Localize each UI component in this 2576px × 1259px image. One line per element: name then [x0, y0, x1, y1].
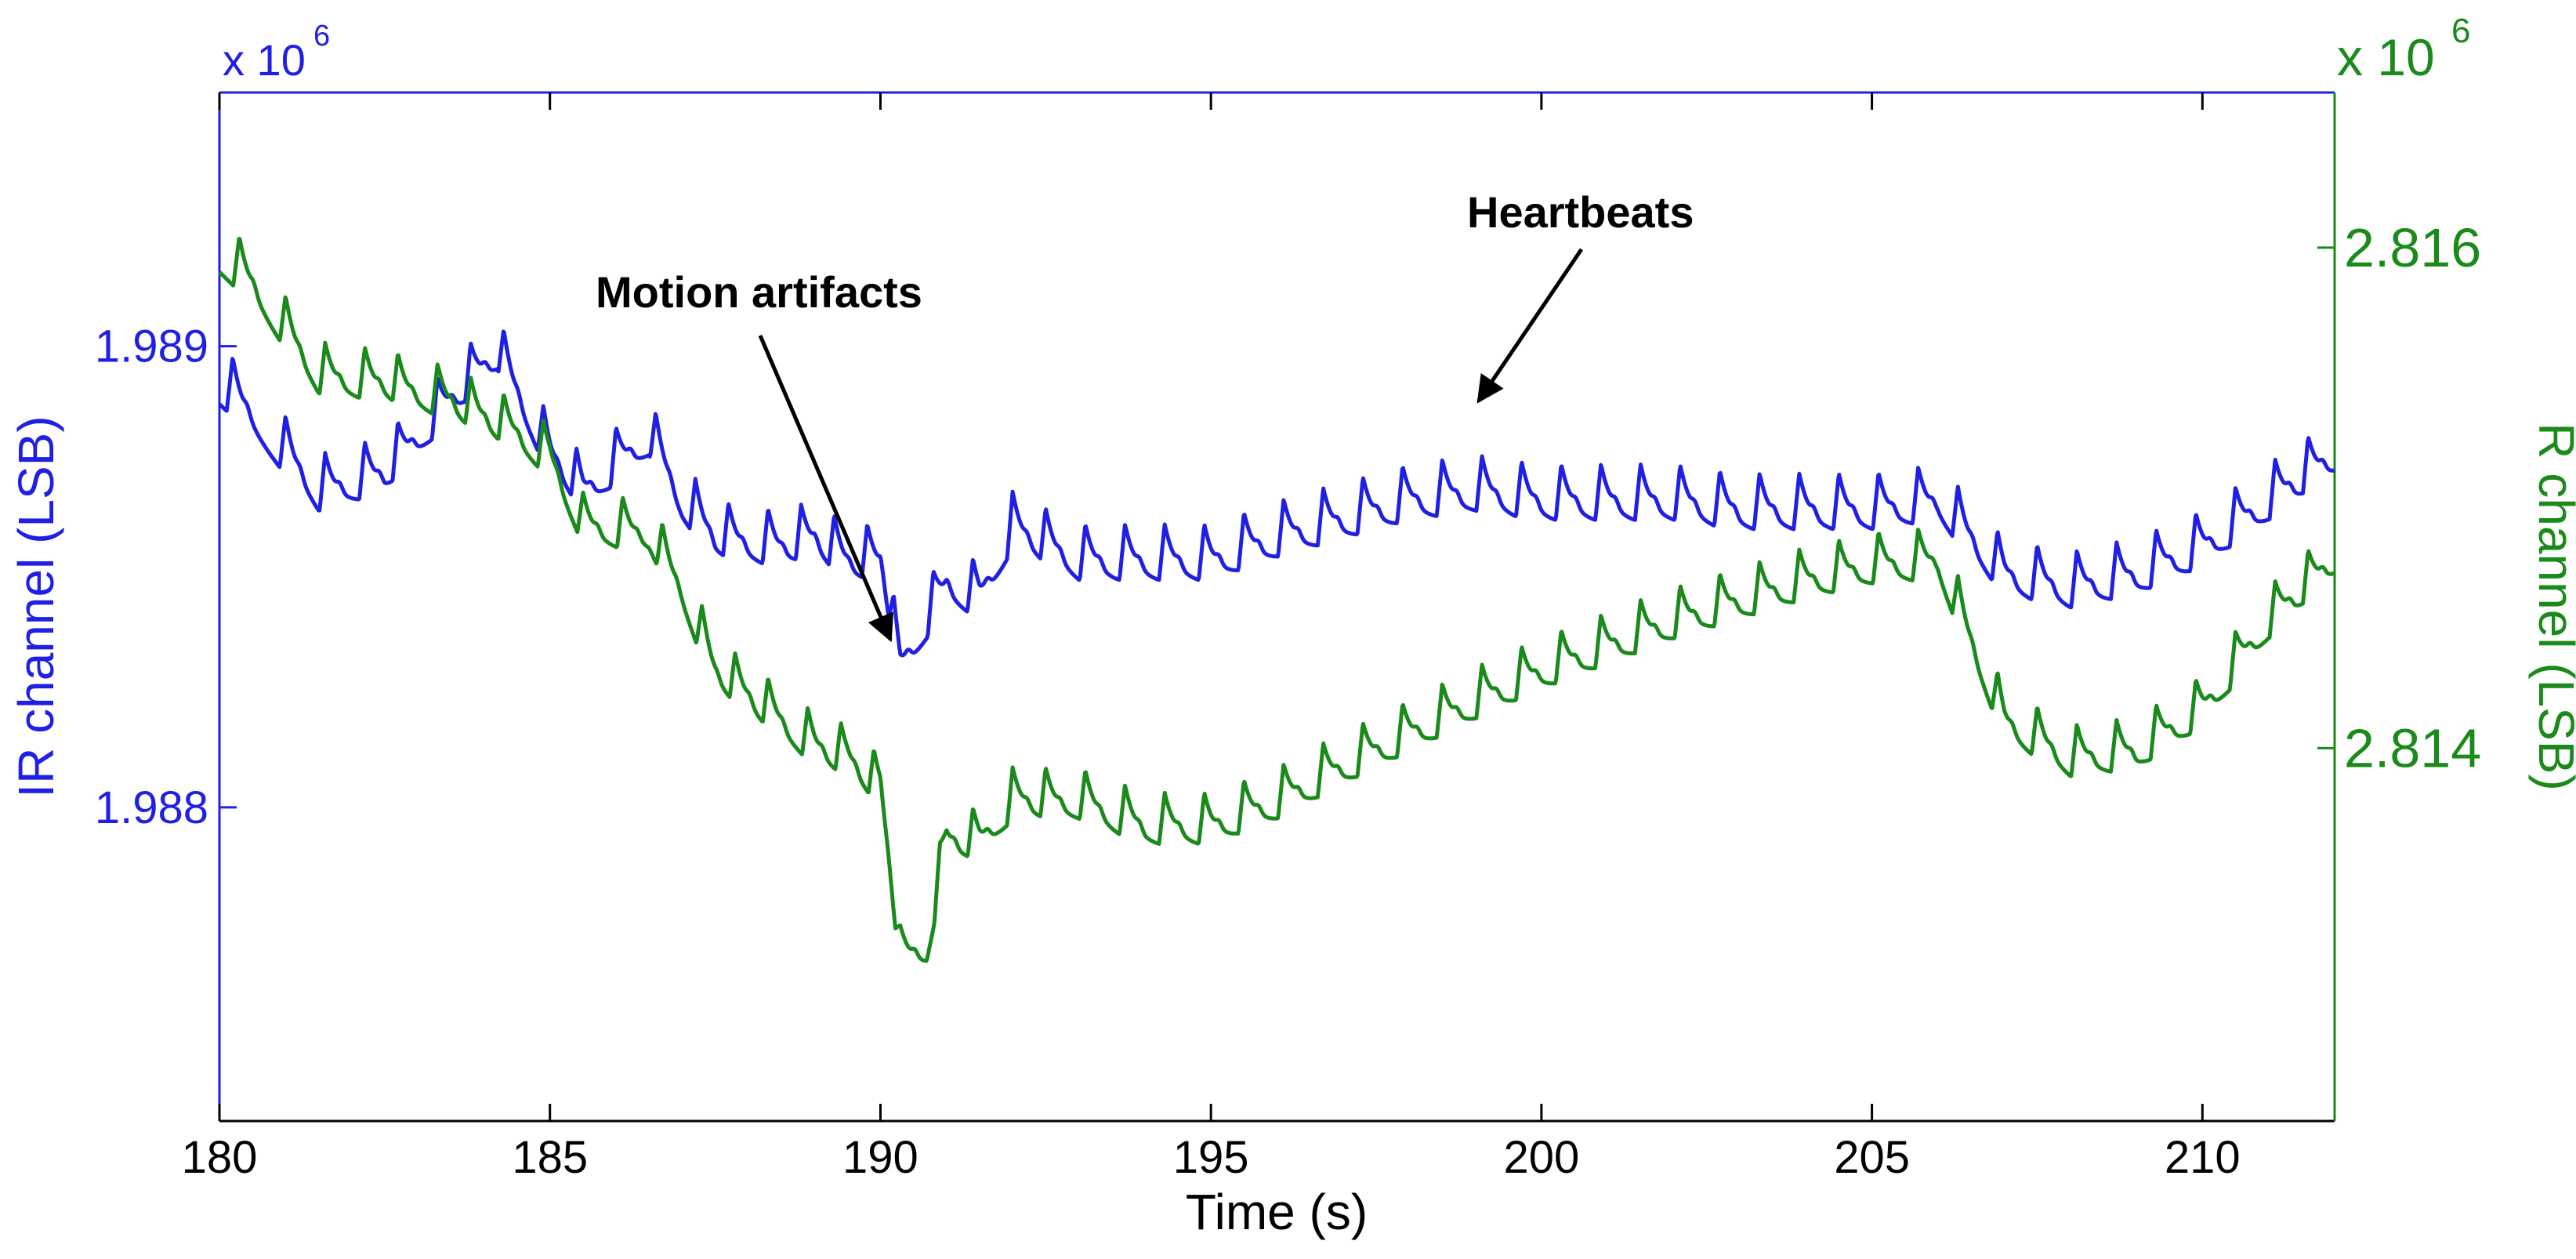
left-y-tick-label: 1.989: [95, 321, 208, 372]
annotation-motion-artifacts-arrow: [758, 335, 893, 643]
x-tick-label: 195: [1173, 1132, 1249, 1183]
left-y-axis-ticks: 1.988 1.989: [95, 321, 237, 833]
right-y-exponent: 6: [2451, 12, 2470, 50]
x-tick-label: 200: [1503, 1132, 1579, 1183]
left-y-multiplier: x 10: [223, 35, 306, 85]
ir-channel-line: [218, 329, 2336, 658]
right-y-tick-label: 2.814: [2344, 717, 2481, 778]
x-axis-ticks: 180 185 190 195 200 205 210: [182, 93, 2241, 1183]
annotation-heartbeats: Heartbeats: [1467, 187, 1694, 237]
x-tick-label: 205: [1834, 1132, 1910, 1183]
x-axis-label: Time (s): [1186, 1184, 1368, 1240]
annotation-heartbeats-arrow: [1476, 248, 1584, 404]
x-tick-label: 185: [512, 1132, 588, 1183]
right-y-axis-ticks: 2.814 2.816: [2317, 217, 2481, 778]
left-y-exponent: 6: [313, 20, 330, 53]
left-y-tick-label: 1.988: [95, 782, 208, 833]
right-y-tick-label: 2.816: [2344, 217, 2481, 278]
x-tick-label: 210: [2165, 1132, 2241, 1183]
left-y-axis-label: IR channel (LSB): [8, 415, 64, 797]
r-channel-line: [218, 237, 2336, 963]
right-y-axis-label: R channel (LSB): [2528, 423, 2576, 791]
x-tick-label: 190: [842, 1132, 918, 1183]
annotation-motion-artifacts: Motion artifacts: [596, 267, 922, 317]
x-tick-label: 180: [182, 1132, 258, 1183]
right-y-multiplier: x 10: [2337, 28, 2435, 86]
